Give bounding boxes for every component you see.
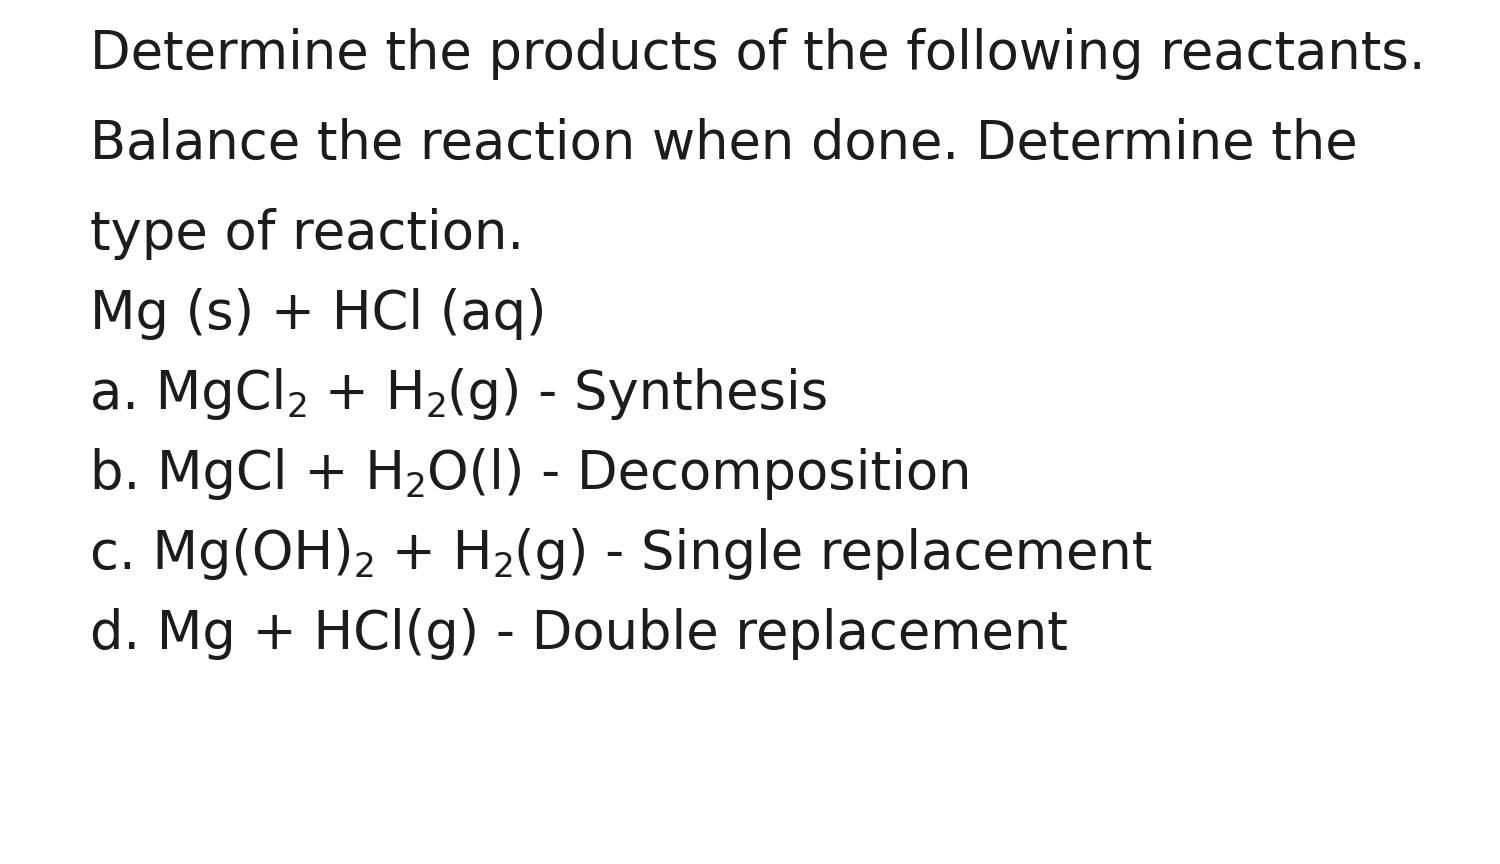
Text: O(l) - Decomposition: O(l) - Decomposition: [426, 448, 970, 500]
Text: a. MgCl: a. MgCl: [90, 368, 286, 420]
Text: 2: 2: [286, 391, 308, 424]
Text: (g) - Single replacement: (g) - Single replacement: [514, 528, 1154, 580]
Text: Mg (s) + HCl (aq): Mg (s) + HCl (aq): [90, 288, 546, 340]
Text: type of reaction.: type of reaction.: [90, 208, 524, 260]
Text: Balance the reaction when done. Determine the: Balance the reaction when done. Determin…: [90, 118, 1358, 170]
Text: 2: 2: [426, 391, 447, 424]
Text: d. Mg + HCl(g) - Double replacement: d. Mg + HCl(g) - Double replacement: [90, 608, 1068, 660]
Text: b. MgCl + H: b. MgCl + H: [90, 448, 405, 500]
Text: + H: + H: [375, 528, 492, 580]
Text: 2: 2: [492, 551, 514, 584]
Text: c. Mg(OH): c. Mg(OH): [90, 528, 354, 580]
Text: Determine the products of the following reactants.: Determine the products of the following …: [90, 28, 1425, 80]
Text: + H: + H: [308, 368, 426, 420]
Text: (g) - Synthesis: (g) - Synthesis: [447, 368, 828, 420]
Text: 2: 2: [405, 472, 426, 505]
Text: 2: 2: [354, 551, 375, 584]
